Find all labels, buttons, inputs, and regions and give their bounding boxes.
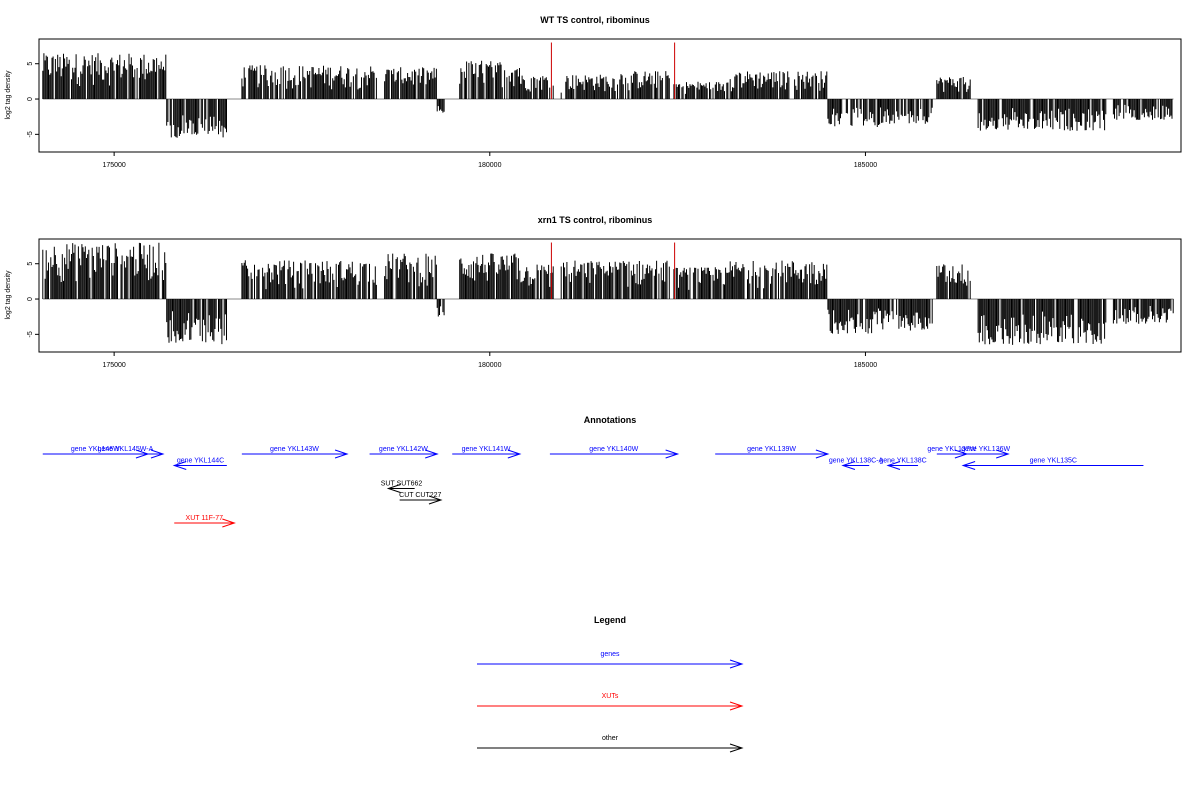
legend-item: other (477, 735, 744, 753)
annotation-label: gene YKL145W-A (98, 446, 154, 453)
panel-title: xrn1 TS control, ribominus (538, 215, 653, 225)
legend-label: other (602, 735, 619, 742)
legend-item: genes (477, 651, 744, 669)
annotation-label: gene YKL135C (1030, 458, 1077, 465)
y-tick-label: 5 (27, 62, 34, 66)
legend: Legend genes XUTs other (477, 615, 744, 753)
coverage-series (42, 242, 1174, 345)
annotation-feature: CUT CUT227 (399, 492, 443, 505)
annotation-feature: gene YKL142W (369, 446, 439, 459)
annotation-label: gene YKL143W (270, 446, 319, 453)
x-tick-label: 180000 (478, 162, 501, 169)
xrn1-coverage-panel: xrn1 TS control, ribominus log2 tag dens… (5, 215, 1182, 369)
annotation-label: gene YKL144C (177, 458, 224, 465)
x-tick-label: 185000 (854, 162, 877, 169)
annotation-label: gene YKL140W (589, 446, 638, 453)
legend-title: Legend (594, 615, 626, 625)
y-axis-label: log2 tag density (5, 70, 12, 120)
annotation-label: XUT 11F-77 (186, 515, 224, 522)
annotation-label: CUT CUT227 (399, 492, 441, 499)
x-tick-label: 185000 (854, 362, 877, 369)
annotation-feature: gene YKL136W (961, 446, 1010, 459)
y-axis-label: log2 tag density (5, 270, 12, 320)
annotation-feature: gene YKL144C (172, 458, 227, 470)
annotation-feature: gene YKL140W (549, 446, 680, 459)
y-tick-label: -5 (27, 331, 34, 337)
legend-label: genes (600, 651, 620, 658)
annotation-feature: gene YKL141W (452, 446, 522, 459)
axes: 175000 180000 185000 -5 0 5 (27, 262, 877, 369)
plot-frame (38, 38, 1182, 153)
panel-title: WT TS control, ribominus (540, 15, 650, 25)
annotation-feature: XUT 11F-77 (174, 515, 236, 528)
legend-items: genes XUTs other (477, 651, 744, 753)
annotation-label: gene YKL142W (379, 446, 428, 453)
y-tick-label: 5 (27, 262, 34, 266)
annotation-label: SUT SUT662 (381, 481, 423, 488)
annotation-label: gene YKL138C (879, 458, 926, 465)
y-tick-label: 0 (27, 97, 34, 101)
annotation-feature: SUT SUT662 (381, 481, 423, 493)
legend-item: XUTs (477, 693, 744, 711)
wt-coverage-panel: WT TS control, ribominus log2 tag densit… (5, 15, 1182, 169)
annotation-label: gene YKL146W (71, 446, 120, 453)
y-tick-label: -5 (27, 131, 34, 137)
annotation-label: gene YKL138C-A (829, 458, 884, 465)
annotation-feature: gene YKL145W-A (87, 446, 165, 459)
annotation-label: gene YKL139W (747, 446, 796, 453)
annotation-feature: gene YKL135C (961, 458, 1144, 470)
x-tick-label: 180000 (478, 362, 501, 369)
legend-label: XUTs (602, 693, 619, 700)
annotation-label: gene YKL137W (927, 446, 976, 453)
annotation-label: gene YKL141W (462, 446, 511, 453)
annotation-feature: gene YKL138C-A (829, 458, 884, 470)
coverage-bars (42, 242, 1174, 345)
coverage-bars (42, 42, 1174, 138)
annotation-feature: gene YKL143W (241, 446, 349, 459)
annotation-label: gene YKL136W (961, 446, 1010, 453)
annotation-feature: gene YKL139W (715, 446, 830, 459)
axes: 175000 180000 185000 -5 0 5 (27, 62, 877, 169)
plot-frame (38, 238, 1182, 353)
y-tick-label: 0 (27, 297, 34, 301)
x-tick-label: 175000 (102, 362, 125, 369)
annotation-feature: gene YKL138C (879, 458, 927, 470)
x-tick-label: 175000 (102, 162, 125, 169)
coverage-series (42, 53, 1173, 138)
annotations-title: Annotations (584, 415, 637, 425)
